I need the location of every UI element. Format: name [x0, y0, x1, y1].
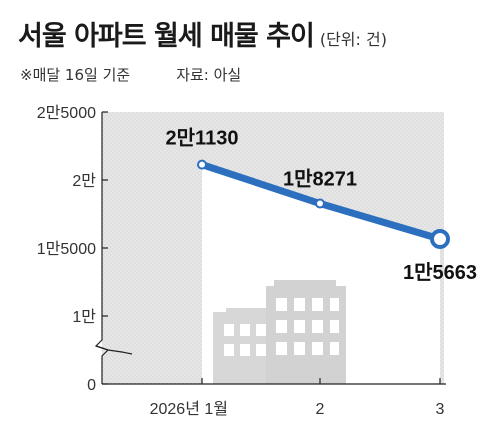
chart-title: 서울 아파트 월세 매물 추이: [18, 21, 315, 52]
y-tick-label: 2만5000: [37, 104, 96, 122]
x-tick-label: 2026년 1월: [150, 400, 228, 418]
basis-note: ※매달 16일 기준: [20, 66, 131, 84]
sub-header: ※매달 16일 기준 자료: 아실: [20, 64, 241, 85]
chart-title-row: 서울 아파트 월세 매물 추이 (단위: 건): [18, 14, 387, 53]
data-label: 1만8271: [283, 168, 357, 191]
unit-label: (단위: 건): [319, 30, 387, 49]
data-label: 1만5663: [403, 261, 477, 284]
y-tick-labels: 0 1만 1만5000 2만 2만5000: [37, 104, 96, 394]
source-label: 자료: 아실: [176, 66, 242, 84]
data-point: [430, 228, 450, 249]
x-tick-label: 2: [316, 401, 325, 418]
data-point: [197, 159, 207, 170]
y-tick-label: 0: [87, 377, 96, 394]
y-axis: [94, 112, 110, 384]
x-tick-labels: 2026년 1월 2 3: [150, 400, 445, 418]
data-points: [197, 159, 450, 249]
y-tick-label: 1만: [72, 308, 96, 326]
data-point: [315, 198, 325, 209]
x-tick-label: 3: [436, 401, 445, 418]
y-tick-label: 1만5000: [37, 240, 96, 258]
building-illustration: [213, 280, 346, 384]
y-tick-label: 2만: [72, 172, 96, 190]
data-label: 2만1130: [166, 127, 239, 150]
data-labels: 2만1130 1만8271 1만5663: [166, 127, 477, 284]
